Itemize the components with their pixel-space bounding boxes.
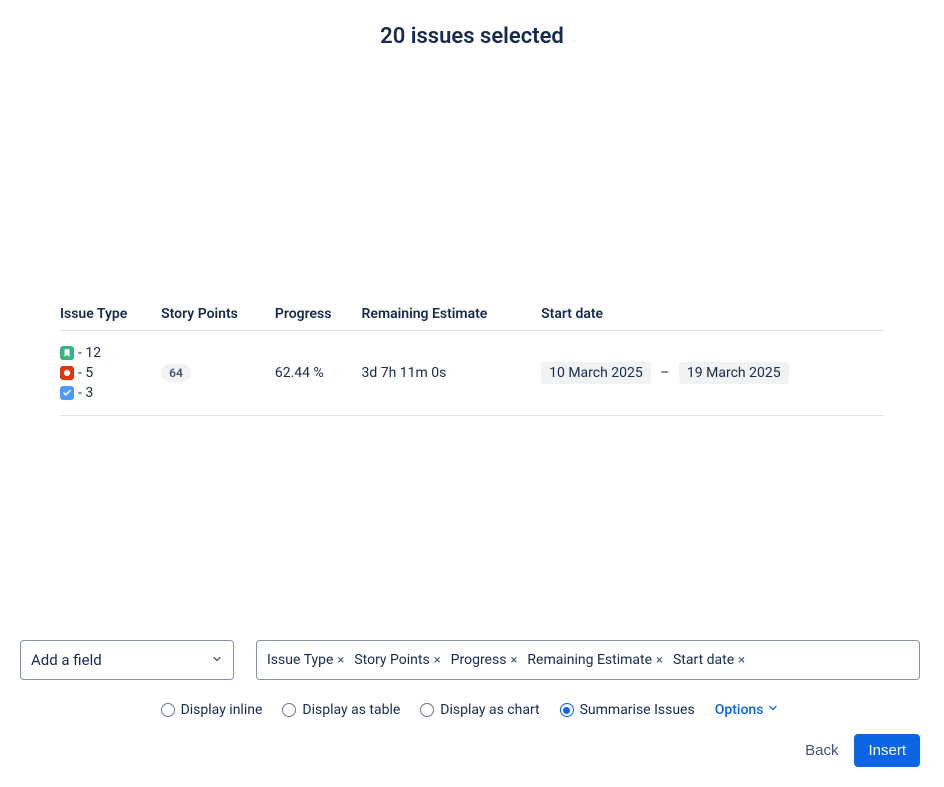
selected-fields-box[interactable]: Issue Type×Story Points×Progress×Remaini…	[256, 640, 920, 680]
display-mode-option[interactable]: Display inline	[161, 702, 263, 718]
chevron-down-icon	[767, 702, 779, 718]
add-field-select[interactable]: Add a field	[20, 640, 234, 680]
date-separator: –	[654, 365, 675, 381]
display-mode-option[interactable]: Display as table	[282, 702, 400, 718]
controls: Add a field Issue Type×Story Points×Prog…	[20, 640, 920, 767]
summary-table-wrap: Issue Type Story Points Progress Remaini…	[60, 300, 884, 416]
col-story-points: Story Points	[161, 300, 275, 331]
fields-row: Add a field Issue Type×Story Points×Prog…	[20, 640, 920, 680]
display-mode-label: Display as chart	[440, 702, 539, 718]
summary-table: Issue Type Story Points Progress Remaini…	[60, 300, 884, 416]
insert-button[interactable]: Insert	[854, 734, 920, 767]
remove-chip-icon[interactable]: ×	[337, 654, 344, 667]
field-chip[interactable]: Story Points ×	[354, 652, 440, 668]
cell-progress: 62.44 %	[275, 331, 362, 416]
radio-icon	[420, 703, 434, 717]
display-mode-label: Display inline	[181, 702, 263, 718]
field-chip[interactable]: Start date ×	[673, 652, 745, 668]
start-date-from-badge: 10 March 2025	[541, 362, 651, 384]
display-mode-option[interactable]: Display as chart	[420, 702, 539, 718]
chevron-down-icon	[211, 651, 223, 669]
radio-icon	[161, 703, 175, 717]
issue-type-count: - 3	[78, 383, 93, 403]
field-chip-label: Progress	[451, 652, 507, 668]
options-label: Options	[715, 702, 764, 718]
field-chip[interactable]: Issue Type ×	[267, 652, 344, 668]
display-mode-option[interactable]: Summarise Issues	[560, 702, 695, 718]
display-mode-label: Display as table	[302, 702, 400, 718]
issue-type-count: - 12	[78, 343, 101, 363]
field-chip[interactable]: Remaining Estimate ×	[527, 652, 663, 668]
page-title: 20 issues selected	[0, 24, 944, 49]
radio-icon	[282, 703, 296, 717]
issue-type-count: - 5	[78, 363, 93, 383]
cell-start-date: 10 March 2025 – 19 March 2025	[541, 331, 884, 416]
options-link[interactable]: Options	[715, 702, 780, 718]
col-start-date: Start date	[541, 300, 884, 331]
progress-value: 62.44 %	[275, 365, 324, 381]
remaining-estimate-value: 3d 7h 11m 0s	[362, 365, 447, 381]
back-button[interactable]: Back	[805, 742, 838, 759]
actions-row: Back Insert	[20, 734, 920, 767]
cell-story-points: 64	[161, 331, 275, 416]
radio-icon	[560, 703, 574, 717]
issue-type-row: - 12	[60, 343, 153, 363]
remove-chip-icon[interactable]: ×	[510, 654, 517, 667]
story-points-badge: 64	[161, 364, 191, 382]
cell-issue-type: - 12 - 5 - 3	[60, 331, 161, 416]
add-field-label: Add a field	[31, 651, 102, 669]
col-progress: Progress	[275, 300, 362, 331]
cell-remaining-estimate: 3d 7h 11m 0s	[362, 331, 542, 416]
col-issue-type: Issue Type	[60, 300, 161, 331]
display-mode-row: Display inline Display as table Display as…	[20, 702, 920, 718]
col-remaining-estimate: Remaining Estimate	[362, 300, 542, 331]
issue-type-row: - 3	[60, 383, 153, 403]
remove-chip-icon[interactable]: ×	[656, 654, 663, 667]
field-chip-label: Story Points	[354, 652, 429, 668]
field-chip[interactable]: Progress×	[451, 652, 518, 668]
start-date-to-badge: 19 March 2025	[679, 362, 789, 384]
display-mode-label: Summarise Issues	[580, 702, 695, 718]
field-chip-label: Remaining Estimate	[527, 652, 652, 668]
task-icon	[60, 386, 74, 400]
field-chip-label: Issue Type	[267, 652, 333, 668]
table-row: - 12 - 5 - 3 64 62.44 % 3d 7h 11m 0s 10 …	[60, 331, 884, 416]
remove-chip-icon[interactable]: ×	[434, 654, 441, 667]
field-chip-label: Start date	[673, 652, 734, 668]
remove-chip-icon[interactable]: ×	[738, 654, 745, 667]
story-icon	[60, 346, 74, 360]
bug-icon	[60, 366, 74, 380]
issue-type-row: - 5	[60, 363, 153, 383]
